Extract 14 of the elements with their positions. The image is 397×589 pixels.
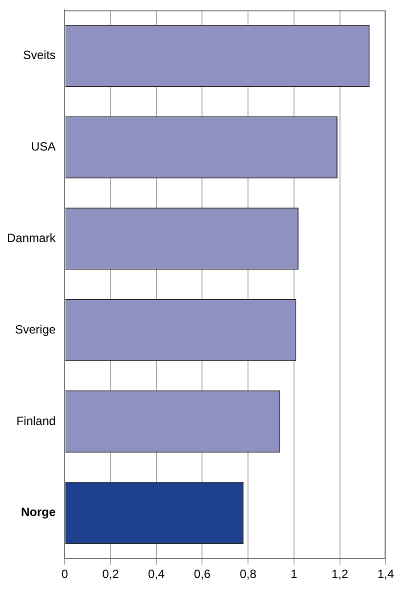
x-tick-label: 0,2	[102, 567, 120, 582]
y-tick-label: Sveits	[22, 48, 56, 62]
x-tick-label: 1	[290, 567, 298, 582]
x-tick-label: 1,4	[377, 567, 394, 582]
y-tick-label: Sverige	[14, 322, 56, 336]
y-tick-label: USA	[30, 140, 56, 154]
y-tick-label: Finland	[16, 414, 56, 428]
y-tick-label: Norge	[21, 505, 56, 520]
x-tick-label: 1,2	[331, 567, 348, 582]
x-tick-label: 0	[61, 567, 68, 582]
x-tick-label: 0,6	[194, 567, 211, 582]
x-tick-label: 0,8	[240, 567, 257, 582]
x-tick-label: 0,4	[148, 567, 166, 582]
y-tick-label: Danmark	[6, 231, 57, 246]
